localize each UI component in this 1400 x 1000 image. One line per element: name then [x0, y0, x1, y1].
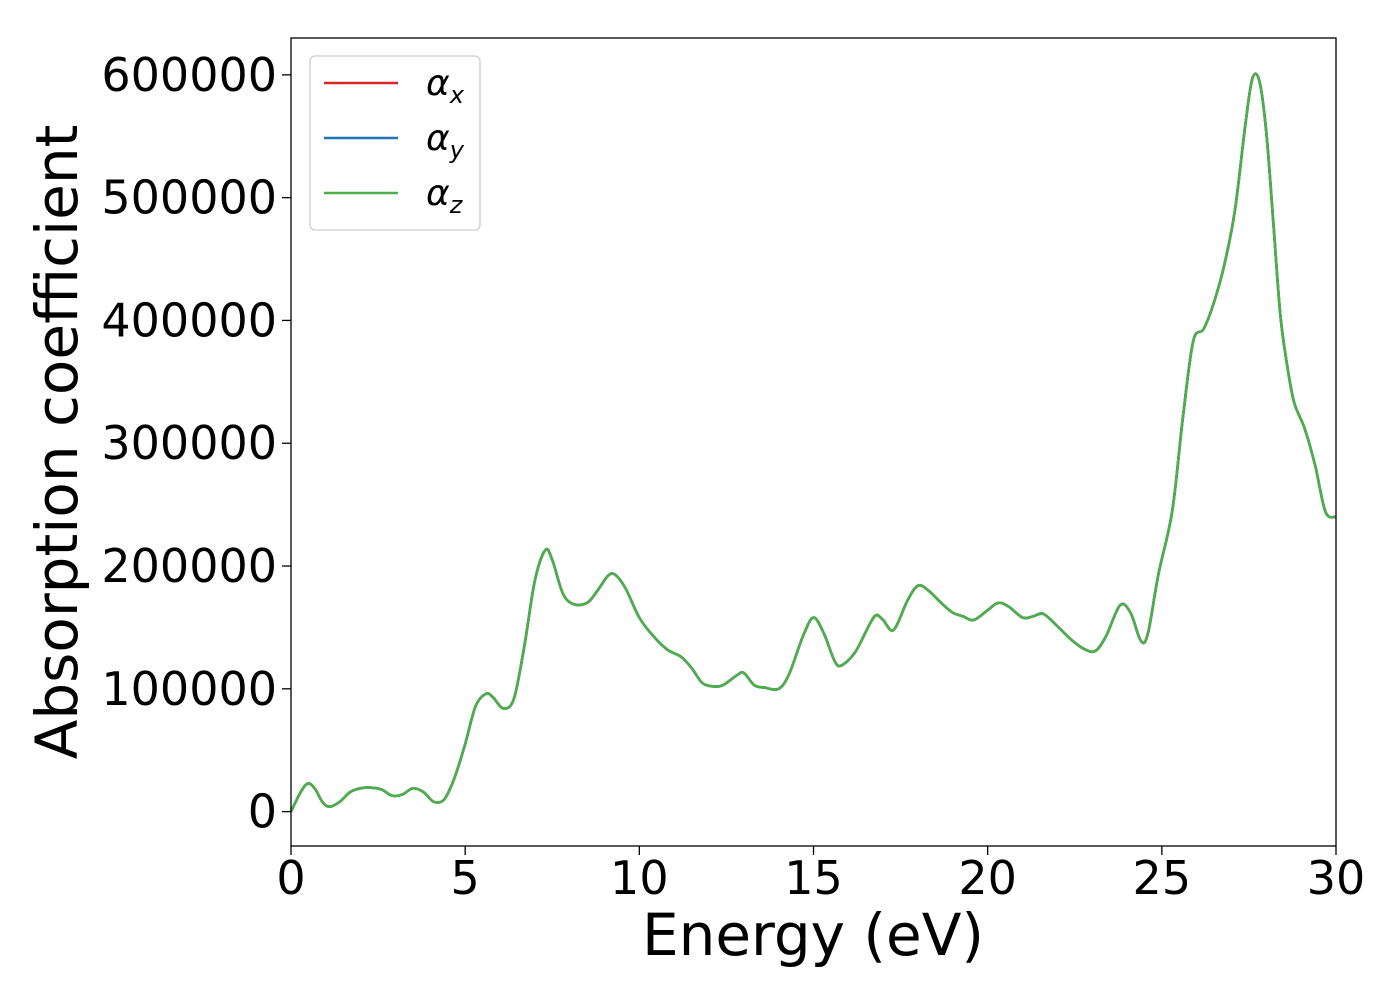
y-axis-ticks: 0 100000 200000 300000 400000 500000 600000 [101, 48, 291, 839]
x-tick-label: 25 [1133, 851, 1192, 905]
y-tick-label: 0 [248, 785, 277, 839]
legend-label-alpha-z: αz [426, 173, 464, 219]
x-axis-label: Energy (eV) [642, 901, 984, 969]
x-tick-label: 30 [1307, 851, 1366, 905]
x-tick-label: 20 [958, 851, 1017, 905]
series-line-alpha-z [289, 72, 1337, 813]
y-tick-label: 400000 [101, 293, 277, 347]
y-tick-label: 200000 [101, 539, 277, 593]
x-axis-ticks: 0 5 10 15 20 25 30 [276, 846, 1365, 905]
y-tick-label: 300000 [101, 416, 277, 470]
x-tick-label: 15 [784, 851, 843, 905]
x-tick-label: 10 [610, 851, 669, 905]
y-tick-label: 600000 [101, 48, 277, 102]
plot-lines [289, 72, 1337, 813]
x-tick-label: 5 [451, 851, 480, 905]
y-tick-label: 100000 [101, 662, 277, 716]
x-tick-label: 0 [276, 851, 305, 905]
legend-box [309, 55, 481, 231]
y-tick-label: 500000 [101, 171, 277, 225]
y-axis-label: Absorption coefficient [23, 125, 91, 760]
